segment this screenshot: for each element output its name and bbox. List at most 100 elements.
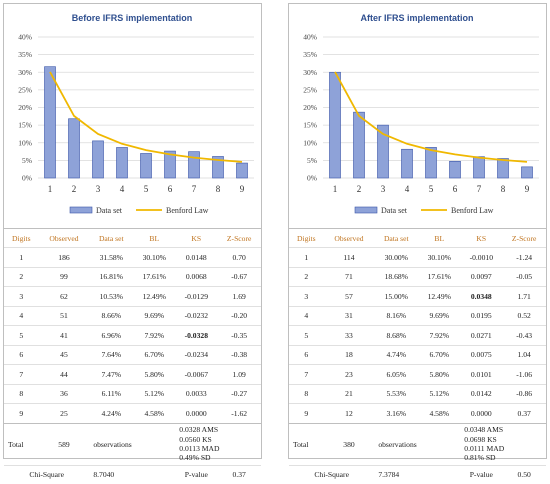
y-tick-label: 40% xyxy=(303,33,317,42)
table-cell: 16.81% xyxy=(89,266,134,287)
data-set-bar xyxy=(401,148,413,179)
table-cell: 1.71 xyxy=(502,286,546,306)
table-row: 8 21 5.53% 5.12% 0.0142 -0.86 xyxy=(289,383,546,404)
data-set-bar xyxy=(44,66,56,179)
table-cell: 17.61% xyxy=(418,266,461,287)
table-cell: 23 xyxy=(323,364,375,384)
x-tick-label: 4 xyxy=(120,184,125,194)
x-tick-label: 2 xyxy=(72,184,77,194)
table-cell: 57 xyxy=(323,286,375,306)
table-cell: 33 xyxy=(323,325,375,345)
table-cell: -0.67 xyxy=(217,266,261,287)
data-set-bar xyxy=(140,153,152,179)
stat-value: 0.0348 xyxy=(464,425,486,435)
table-cell: 0.0195 xyxy=(460,305,503,326)
y-tick-label: 25% xyxy=(303,85,317,94)
table-cell: 0.0000 xyxy=(175,403,218,423)
after-ifrs-table: Digits Observed Data set BL KS Z-Score 1 114 30.… xyxy=(289,228,546,484)
x-tick-label: 5 xyxy=(429,184,434,194)
table-cell: 7 xyxy=(4,364,39,384)
table-cell: -0.0067 xyxy=(175,364,218,384)
after-ifrs-chart-svg: After IFRS implementation0%5%10%15%20%25… xyxy=(303,13,539,215)
stat-line: 0.0328 AMS xyxy=(179,425,259,434)
p-value: 0.37 xyxy=(217,464,261,484)
stat-label: KS xyxy=(202,434,212,444)
table-cell: -1.62 xyxy=(217,403,261,423)
table-cell: 30.10% xyxy=(418,247,461,267)
stat-label: AMS xyxy=(201,425,219,435)
y-tick-label: 5% xyxy=(22,156,32,165)
summary-stats: 0.0348 AMS 0.0698 KS 0.0111 MAD 0.81% SD xyxy=(460,422,546,465)
table-cell: 10.53% xyxy=(89,286,134,306)
data-set-bar xyxy=(497,158,509,179)
table-cell: 51 xyxy=(38,305,90,326)
table-cell: 0.37 xyxy=(502,403,546,423)
x-tick-label: 6 xyxy=(453,184,458,194)
table-cell: 12.49% xyxy=(418,286,461,306)
table-cell: 36 xyxy=(38,383,90,404)
data-set-bar xyxy=(188,151,200,179)
table-cell: 5.12% xyxy=(418,383,461,404)
stat-label: AMS xyxy=(486,425,504,435)
column-header: Z-Score xyxy=(502,228,546,248)
x-tick-label: 2 xyxy=(357,184,362,194)
spacer-cell xyxy=(133,464,176,484)
table-row: 6 45 7.64% 6.70% -0.0234 -0.38 xyxy=(4,344,261,365)
table-cell: 2 xyxy=(4,266,39,287)
x-tick-label: 6 xyxy=(168,184,173,194)
table-row: 9 25 4.24% 4.58% 0.0000 -1.62 xyxy=(4,403,261,423)
table-cell: 0.0068 xyxy=(175,266,218,287)
p-value-label: P-value xyxy=(460,464,503,484)
table-cell: 4.74% xyxy=(374,344,419,365)
y-tick-label: 0% xyxy=(307,174,317,183)
table-cell: 12 xyxy=(323,403,375,423)
y-tick-label: 5% xyxy=(307,156,317,165)
legend-data-set-label: Data set xyxy=(381,206,408,215)
table-cell: -0.38 xyxy=(217,344,261,365)
table-cell: -0.0234 xyxy=(175,344,218,365)
stat-value: 0.0560 xyxy=(179,434,201,444)
stat-line: 0.0113 MAD xyxy=(179,444,259,453)
stat-value: 0.81% xyxy=(464,453,484,463)
y-tick-label: 30% xyxy=(18,68,32,77)
table-cell: 6 xyxy=(289,344,324,365)
table-cell: 114 xyxy=(323,247,375,267)
stat-label: MAD xyxy=(486,444,505,453)
table-row: 7 23 6.05% 5.80% 0.0101 -1.06 xyxy=(289,364,546,384)
table-cell: -0.43 xyxy=(502,325,546,345)
y-tick-label: 40% xyxy=(18,33,32,42)
table-cell: 0.52 xyxy=(502,305,546,326)
table-cell: 8.68% xyxy=(374,325,419,345)
table-row: 3 62 10.53% 12.49% -0.0129 1.69 xyxy=(4,286,261,306)
y-tick-label: 15% xyxy=(303,121,317,130)
data-set-bar xyxy=(212,156,224,179)
stat-line: 0.0111 MAD xyxy=(464,444,544,453)
data-set-bar xyxy=(329,71,341,179)
table-cell: 41 xyxy=(38,325,90,345)
y-tick-label: 15% xyxy=(18,121,32,130)
column-header: Data set xyxy=(89,228,134,248)
total-row: Total 380 observations 0.0348 AMS 0.0698 KS 0… xyxy=(289,422,546,465)
table-cell: 30.00% xyxy=(374,247,419,267)
y-tick-label: 10% xyxy=(18,138,32,147)
table-cell: 186 xyxy=(38,247,90,267)
table-header-row: Digits Observed Data set BL KS Z-Score xyxy=(289,228,546,248)
observations-label: observations xyxy=(89,422,176,465)
spacer-cell xyxy=(418,464,461,484)
y-tick-label: 20% xyxy=(18,103,32,112)
table-cell: 7.47% xyxy=(89,364,134,384)
table-cell: 7.64% xyxy=(89,344,134,365)
table-cell: 1 xyxy=(289,247,324,267)
column-header: BL xyxy=(133,228,176,248)
table-row: 5 41 6.96% 7.92% -0.0328 -0.35 xyxy=(4,325,261,345)
column-header: KS xyxy=(175,228,218,248)
y-tick-label: 25% xyxy=(18,85,32,94)
legend-benford-label: Benford Law xyxy=(451,206,494,215)
chi-square-label: Chi-Square xyxy=(4,464,90,484)
table-cell: 6 xyxy=(4,344,39,365)
table-cell: 62 xyxy=(38,286,90,306)
table-cell: -0.0328 xyxy=(175,325,218,345)
table-cell: 8.66% xyxy=(89,305,134,326)
x-tick-label: 7 xyxy=(192,184,197,194)
total-row: Total 589 observations 0.0328 AMS 0.0560 KS 0… xyxy=(4,422,261,465)
